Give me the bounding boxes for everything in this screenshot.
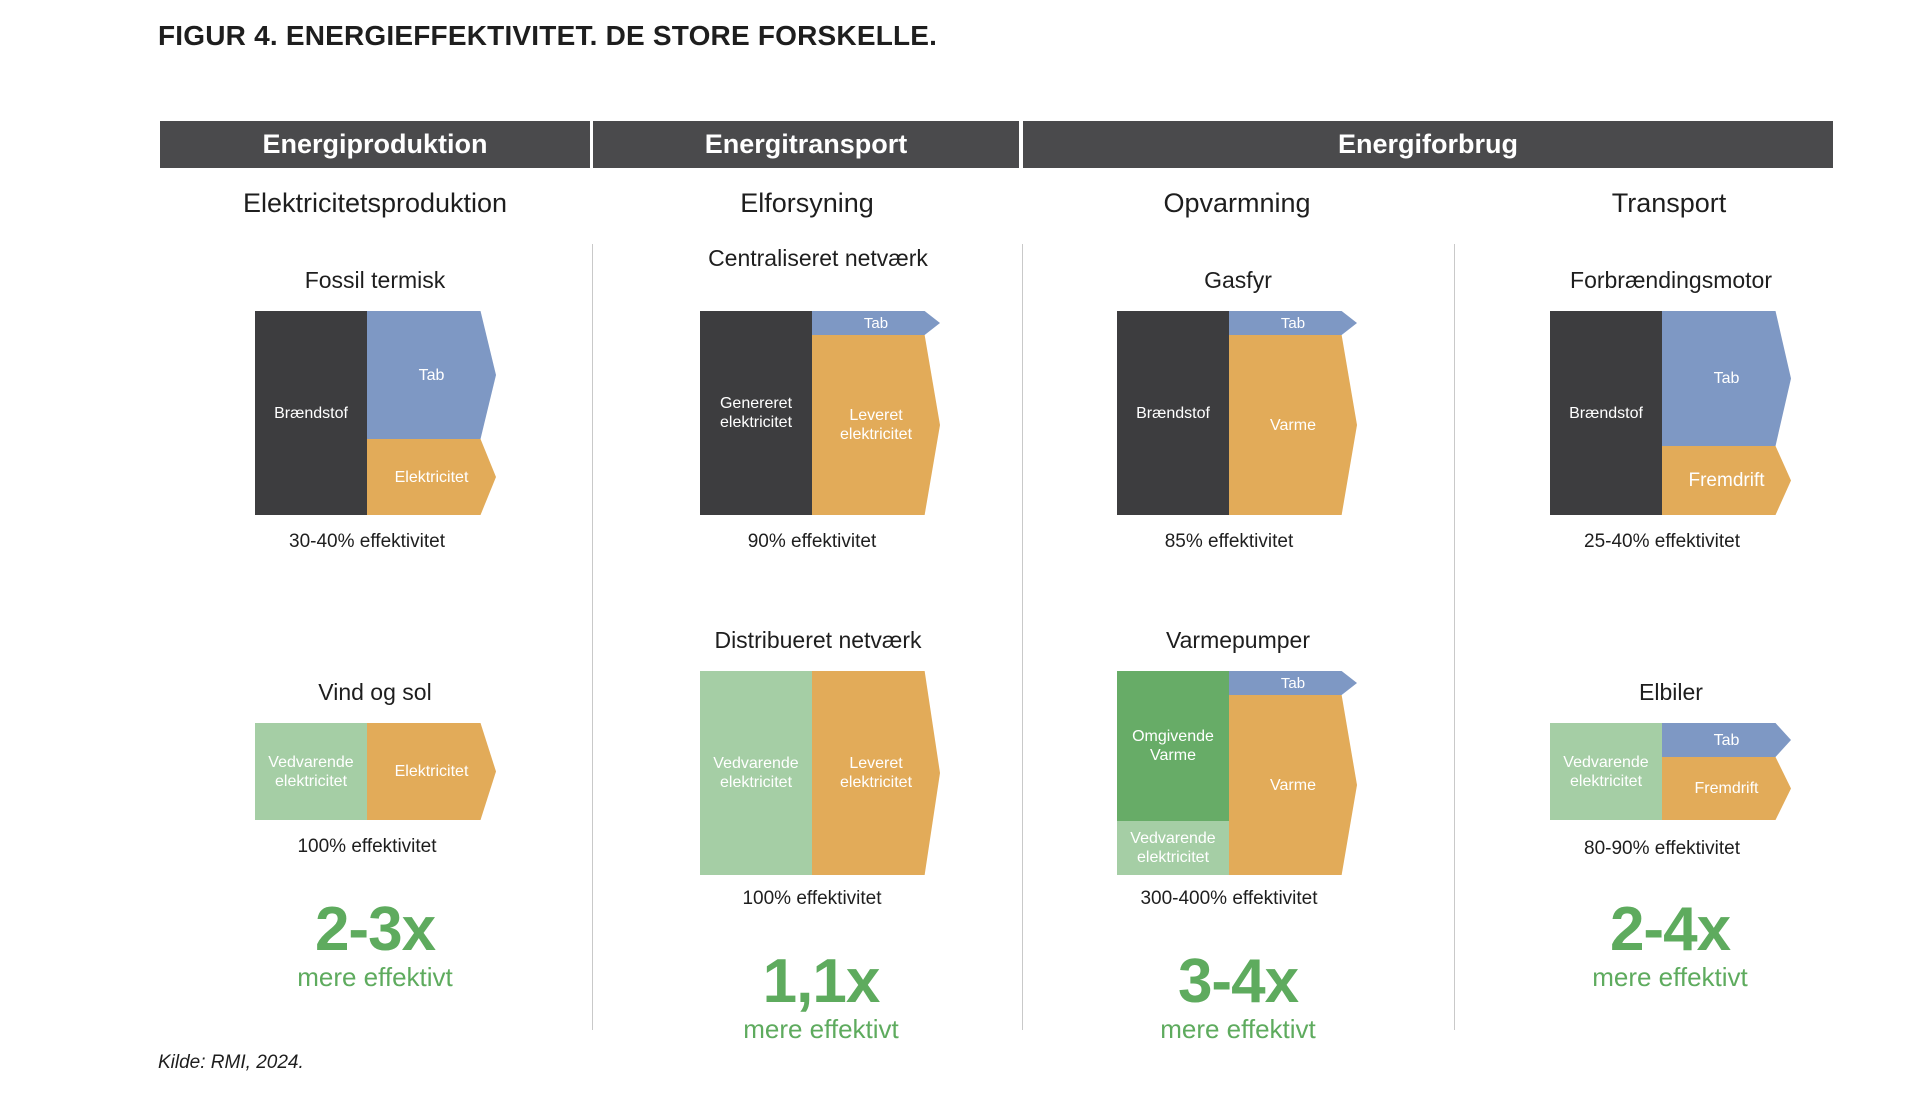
multiplier-caption: mere effektivt bbox=[1592, 962, 1748, 992]
arrow-tab: Tab bbox=[812, 311, 940, 335]
block-genereret-elektricitet: Genereret elektricitet bbox=[700, 311, 812, 515]
arrow-fremdrift: Fremdrift bbox=[1662, 757, 1791, 820]
efficiency-fossil-termisk: 30-40% effektivitet bbox=[289, 531, 445, 552]
block-braendstof: Brændstof bbox=[1550, 311, 1662, 515]
arrow-varme: Varme bbox=[1229, 695, 1357, 875]
arrow-leveret-elektricitet: Leveret elektricitet bbox=[812, 335, 940, 515]
label-fossil-termisk: Fossil termisk bbox=[304, 267, 446, 293]
arrow-tab: Tab bbox=[1662, 311, 1791, 446]
efficiency-varmepumper: 300-400% effektivitet bbox=[1140, 888, 1318, 909]
block-braendstof: Brændstof bbox=[255, 311, 367, 515]
label-distribueret-netvaerk: Distribueret netværk bbox=[714, 627, 922, 653]
efficiency-vind-og-sol: 100% effektivitet bbox=[297, 836, 437, 857]
block-vedvarende-elektricitet: Vedvarende elektricitet bbox=[255, 723, 367, 820]
column-divider bbox=[592, 244, 593, 1030]
subheader-opvarmning: Opvarmning bbox=[1163, 188, 1311, 218]
label-varmepumper: Varmepumper bbox=[1165, 627, 1311, 653]
arrow-tab: Tab bbox=[1662, 723, 1791, 757]
arrow-tab: Tab bbox=[1229, 671, 1357, 695]
header-energiforbrug: Energiforbrug bbox=[1023, 121, 1833, 168]
block-braendstof: Brændstof bbox=[1117, 311, 1229, 515]
efficiency-elbiler: 80-90% effektivitet bbox=[1584, 838, 1740, 859]
arrow-varme: Varme bbox=[1229, 335, 1357, 515]
label-centraliseret-netvaerk: Centraliseret netværk bbox=[708, 245, 928, 271]
multiplier-value: 2-3x bbox=[314, 895, 436, 964]
arrow-tab: Tab bbox=[367, 311, 496, 439]
multiplier-caption: mere effektivt bbox=[1160, 1014, 1316, 1044]
source-note: Kilde: RMI, 2024. bbox=[158, 1052, 304, 1073]
multiplier-value: 3-4x bbox=[1177, 947, 1299, 1016]
figure-title: FIGUR 4. ENERGIEFFEKTIVITET. DE STORE FO… bbox=[158, 20, 938, 51]
subheader-elforsyning: Elforsyning bbox=[740, 188, 874, 218]
column-divider bbox=[1454, 244, 1455, 1030]
arrow-elektricitet: Elektricitet bbox=[367, 439, 496, 515]
header-energiproduktion: Energiproduktion bbox=[160, 121, 590, 168]
subheader-transport: Transport bbox=[1611, 188, 1727, 218]
arrow-elektricitet: Elektricitet bbox=[367, 723, 496, 820]
label-forbraendingsmotor: Forbrændingsmotor bbox=[1570, 267, 1772, 293]
arrow-tab: Tab bbox=[1229, 311, 1357, 335]
label-elbiler: Elbiler bbox=[1639, 679, 1703, 705]
label-gasfyr: Gasfyr bbox=[1204, 267, 1272, 293]
arrow-leveret-elektricitet: Leveret elektricitet bbox=[812, 671, 940, 875]
block-vedvarende-elektricitet: Vedvarende elektricitet bbox=[700, 671, 812, 875]
label-vind-og-sol: Vind og sol bbox=[318, 679, 432, 705]
block-vedvarende-elektricitet: Vedvarende elektricitet bbox=[1117, 821, 1229, 875]
block-vedvarende-elektricitet: Vedvarende elektricitet bbox=[1550, 723, 1662, 820]
efficiency-distribueret: 100% effektivitet bbox=[742, 888, 882, 909]
multiplier-value: 1,1x bbox=[762, 947, 881, 1016]
column-divider bbox=[1022, 244, 1023, 1030]
efficiency-centraliseret: 90% effektivitet bbox=[747, 531, 877, 552]
multiplier-caption: mere effektivt bbox=[743, 1014, 899, 1044]
subheader-elektricitetsproduktion: Elektricitetsproduktion bbox=[242, 188, 508, 218]
multiplier-caption: mere effektivt bbox=[297, 962, 453, 992]
block-omgivende-varme: Omgivende Varme bbox=[1117, 671, 1229, 821]
header-energitransport: Energitransport bbox=[593, 121, 1019, 168]
efficiency-forbraendingsmotor: 25-40% effektivitet bbox=[1584, 531, 1740, 552]
multiplier-value: 2-4x bbox=[1609, 895, 1731, 964]
arrow-fremdrift: Fremdrift bbox=[1662, 446, 1791, 515]
efficiency-gasfyr: 85% effektivitet bbox=[1164, 531, 1294, 552]
